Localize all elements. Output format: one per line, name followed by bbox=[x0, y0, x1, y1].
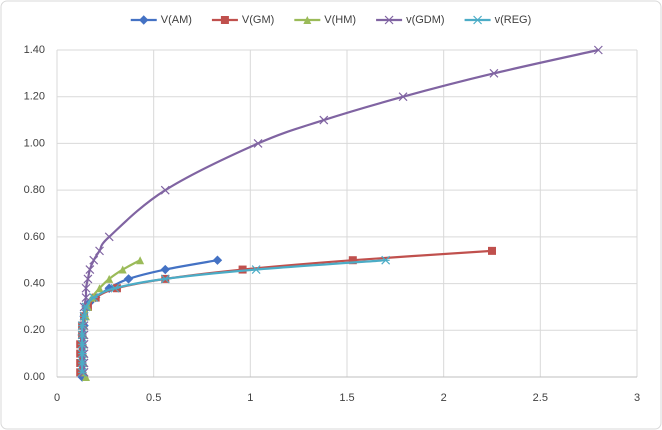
marker bbox=[303, 16, 312, 24]
y-tick-label: 0.60 bbox=[24, 231, 45, 243]
marker bbox=[81, 283, 91, 293]
marker bbox=[139, 15, 149, 25]
marker bbox=[104, 232, 114, 242]
legend-item: V(GM) bbox=[211, 14, 274, 26]
series-line bbox=[82, 48, 599, 373]
y-tick-label: 0.40 bbox=[24, 277, 45, 289]
marker bbox=[473, 15, 483, 25]
marker bbox=[77, 349, 87, 359]
marker bbox=[593, 45, 603, 55]
x-tick-label: 2 bbox=[441, 392, 447, 404]
marker bbox=[212, 255, 223, 265]
marker bbox=[77, 321, 87, 331]
marker bbox=[220, 16, 229, 24]
x-tick-label: 0 bbox=[54, 392, 60, 404]
marker bbox=[160, 274, 170, 284]
marker bbox=[77, 330, 87, 340]
marker bbox=[81, 302, 91, 312]
legend-label: V(AM) bbox=[161, 14, 192, 26]
y-tick-label: 1.00 bbox=[24, 137, 45, 149]
x-tick-label: 1 bbox=[247, 392, 253, 404]
marker bbox=[89, 293, 99, 303]
marker bbox=[118, 265, 127, 274]
marker bbox=[85, 265, 95, 274]
x-tick-label: 0.5 bbox=[146, 392, 161, 404]
x-tick-label: 3 bbox=[634, 392, 640, 404]
marker bbox=[384, 15, 394, 25]
marker bbox=[398, 92, 408, 102]
legend: V(AM) V(GM) V(HM) v(GDM) v(REG) bbox=[130, 14, 532, 26]
x-tick-label: 2.5 bbox=[533, 392, 548, 404]
marker bbox=[95, 284, 104, 293]
marker bbox=[82, 373, 90, 381]
marker bbox=[489, 68, 499, 78]
marker bbox=[381, 255, 391, 265]
y-tick-label: 1.20 bbox=[24, 91, 45, 103]
marker bbox=[77, 339, 87, 349]
legend-item: V(HM) bbox=[294, 14, 356, 26]
legend-label: v(REG) bbox=[495, 14, 532, 26]
marker bbox=[253, 139, 263, 148]
x-tick-label: 1.5 bbox=[339, 392, 354, 404]
legend-label: V(GM) bbox=[242, 14, 274, 26]
marker bbox=[81, 293, 91, 303]
legend-label: V(HM) bbox=[324, 14, 356, 26]
marker bbox=[160, 264, 170, 275]
legend-label: v(GDM) bbox=[406, 14, 445, 26]
marker bbox=[105, 274, 114, 283]
y-tick-label: 0.80 bbox=[24, 184, 45, 196]
legend-item: V(AM) bbox=[130, 14, 192, 26]
marker bbox=[488, 246, 496, 255]
marker bbox=[77, 367, 87, 377]
marker bbox=[136, 256, 145, 265]
legend-item: v(REG) bbox=[464, 14, 532, 26]
legend-item: v(GDM) bbox=[376, 14, 445, 26]
y-tick-label: 0.20 bbox=[24, 324, 45, 336]
marker bbox=[77, 358, 87, 368]
marker bbox=[110, 283, 120, 293]
marker bbox=[79, 311, 89, 321]
marker bbox=[123, 274, 134, 284]
marker bbox=[251, 265, 261, 274]
marker bbox=[83, 274, 93, 284]
y-tick-label: 0.00 bbox=[24, 371, 45, 383]
marker bbox=[319, 115, 329, 125]
marker bbox=[89, 255, 99, 265]
y-tick-label: 1.40 bbox=[24, 44, 45, 56]
marker bbox=[238, 265, 247, 274]
marker bbox=[348, 256, 357, 265]
marker bbox=[160, 185, 170, 195]
marker bbox=[104, 283, 114, 293]
marker bbox=[95, 246, 104, 256]
